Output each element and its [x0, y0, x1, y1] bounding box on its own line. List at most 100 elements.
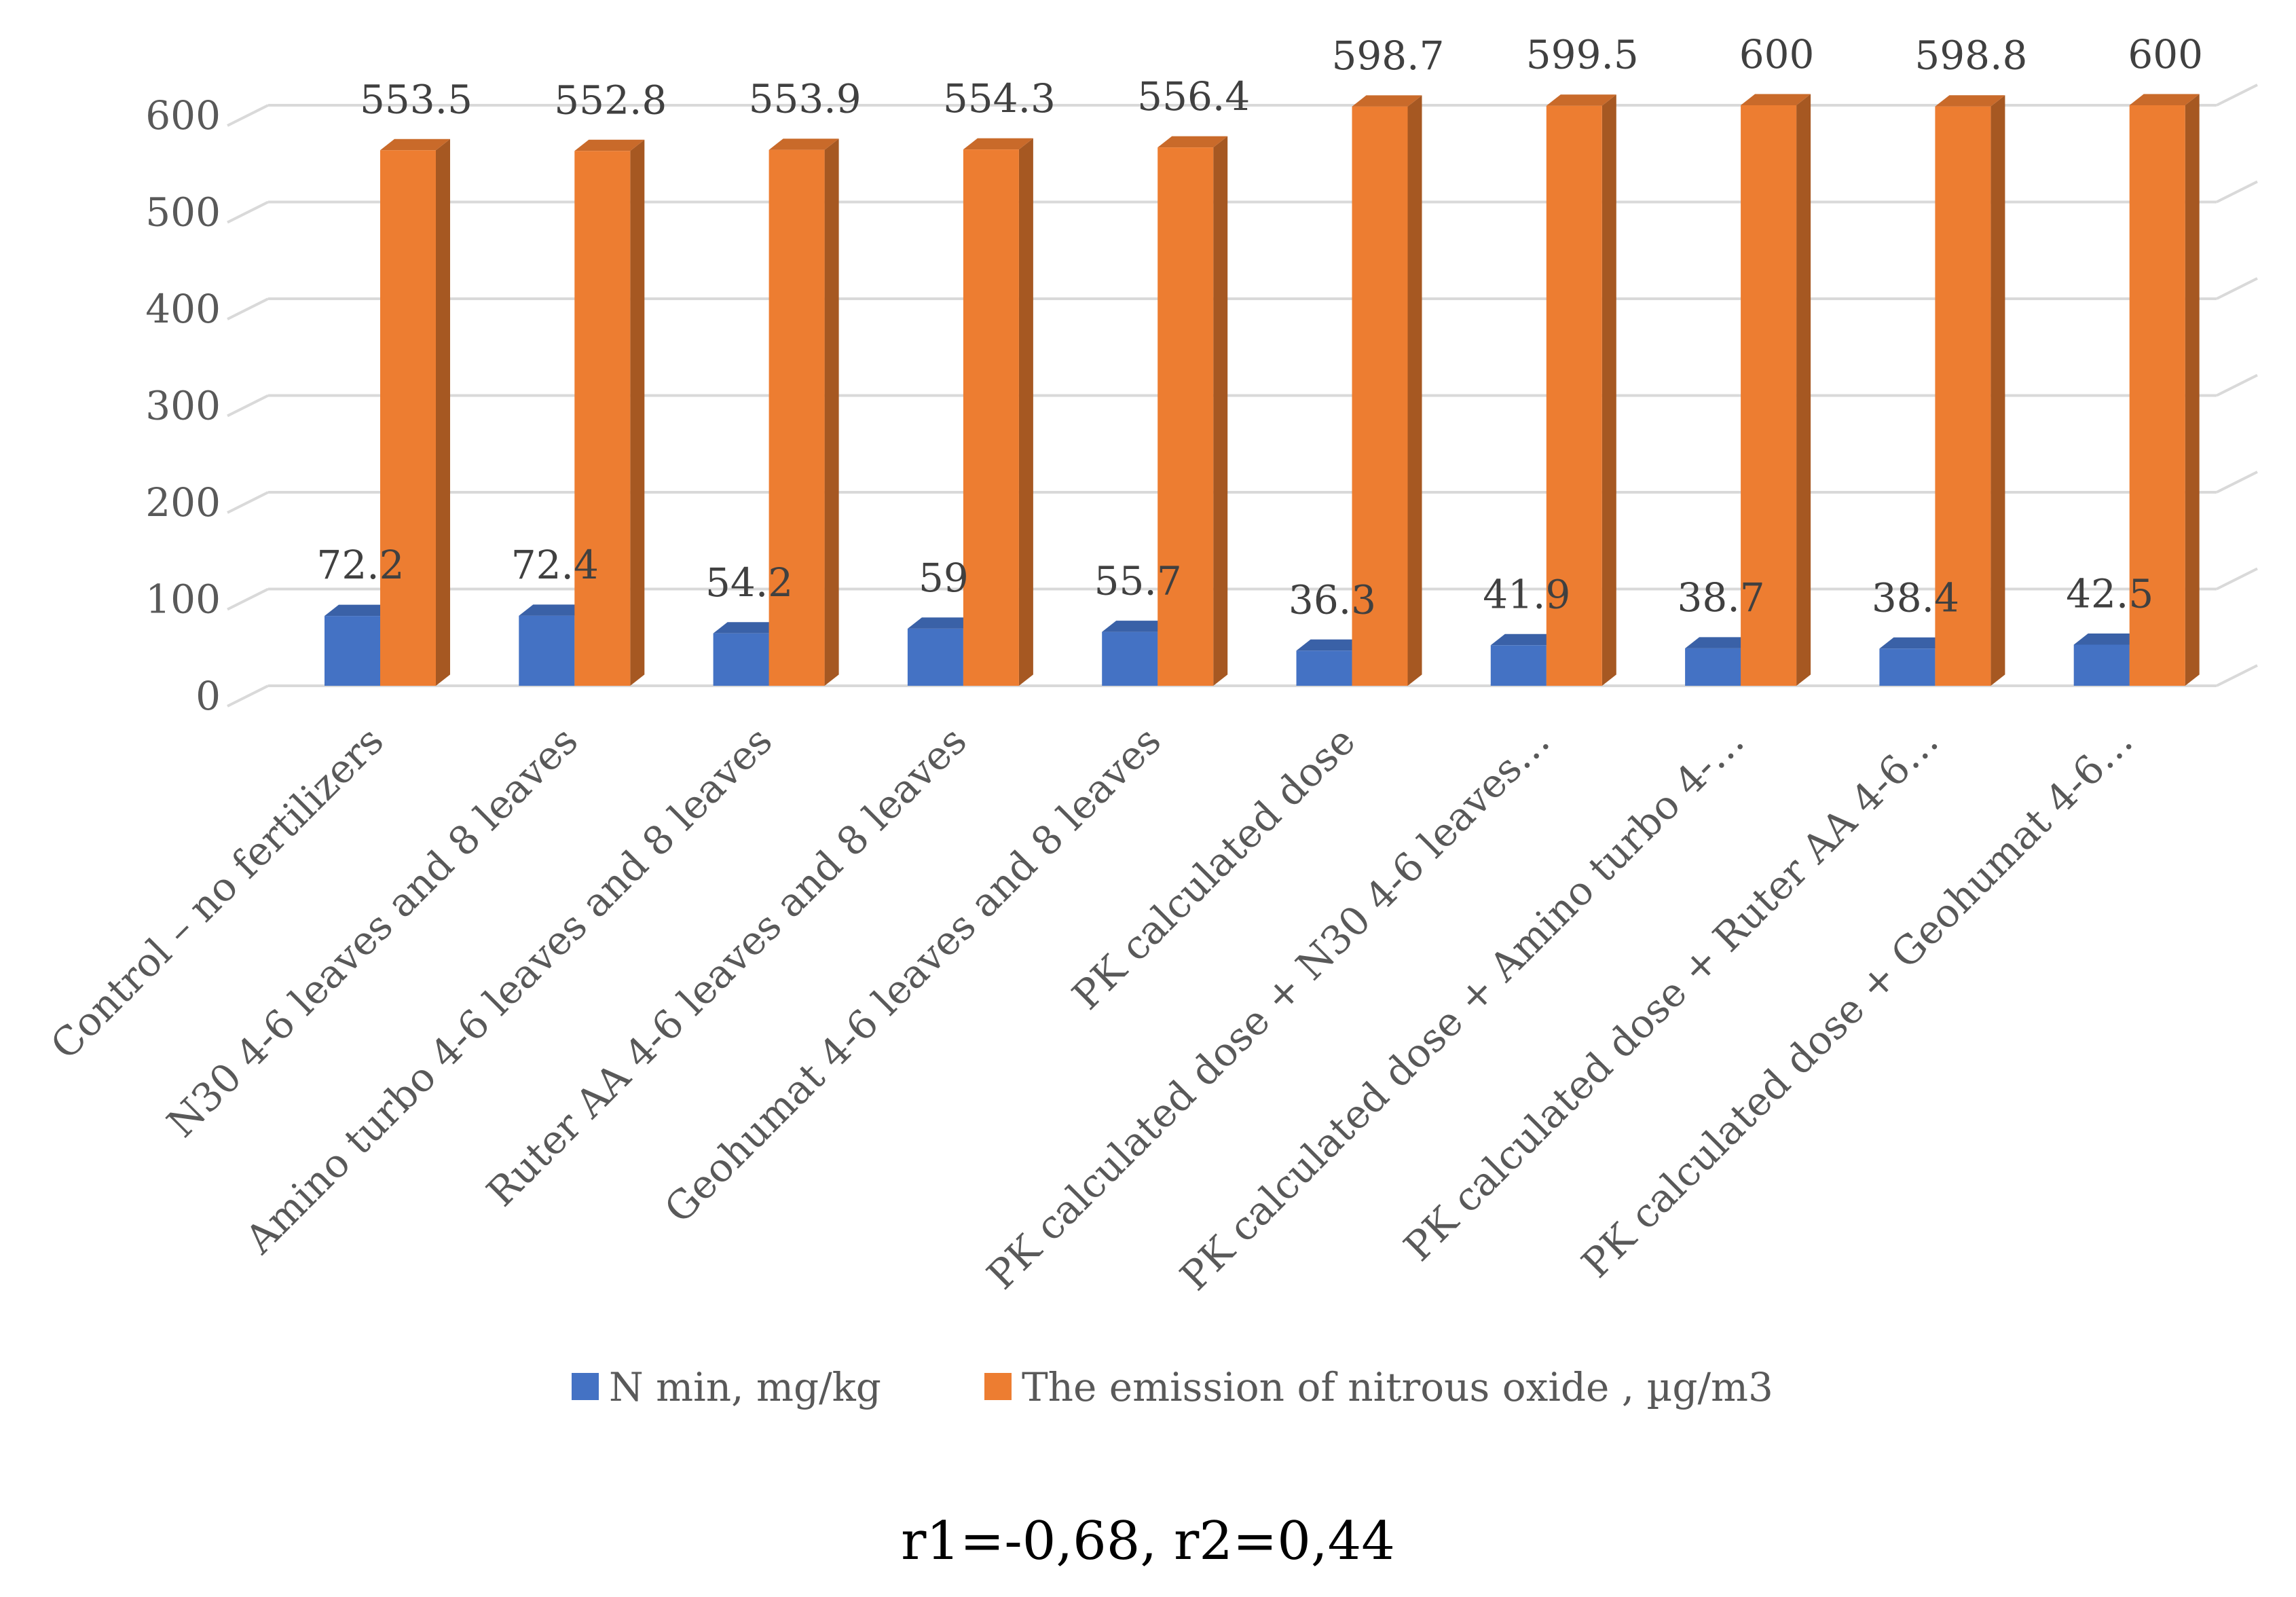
bar-top: [1546, 94, 1616, 106]
legend-label: The emission of nitrous oxide , µg/m3: [1022, 1364, 1773, 1410]
bar-front: [325, 616, 380, 686]
bar-front: [1296, 650, 1352, 686]
bar-nitrous-oxide: [574, 139, 645, 686]
data-label: 55.7: [1094, 558, 1182, 604]
data-label: 598.7: [1331, 33, 1444, 79]
bar-top: [325, 604, 394, 617]
bar-top: [1296, 639, 1367, 651]
bar-front: [2073, 644, 2130, 686]
bar-front: [1741, 105, 1797, 686]
bar-top: [1158, 136, 1228, 148]
bar-top: [2129, 94, 2200, 105]
data-label: 59: [919, 555, 969, 601]
bar-front: [1158, 147, 1214, 686]
bar-side: [1796, 94, 1811, 686]
bar-top: [2073, 633, 2144, 645]
data-label: 600: [1739, 31, 1815, 77]
bar-nitrous-oxide: [769, 139, 839, 686]
legend-item: The emission of nitrous oxide , µg/m3: [984, 1364, 1773, 1410]
bar-top: [380, 139, 450, 151]
legend-item: N min, mg/kg: [572, 1364, 881, 1410]
bar-side: [824, 139, 839, 686]
data-label: 552.8: [554, 77, 667, 123]
bar-side: [1213, 136, 1228, 686]
gridline-side: [227, 394, 269, 418]
bar-n-min: [2073, 633, 2144, 686]
data-label: 36.3: [1289, 576, 1376, 623]
bar-front: [713, 633, 769, 686]
bar-side: [2185, 94, 2200, 686]
bar-top: [574, 139, 645, 151]
gridline-depth: [2216, 84, 2258, 107]
bar-front: [769, 149, 825, 686]
bar-side: [1991, 95, 2005, 686]
bar-top: [1935, 95, 2005, 107]
bar-top: [907, 617, 978, 629]
legend-swatch: [572, 1373, 599, 1400]
y-tick-label: 0: [196, 673, 221, 719]
data-label: 72.4: [511, 542, 599, 588]
bar-top: [1490, 634, 1561, 646]
gridline-depth: [2216, 277, 2258, 300]
bar-side: [436, 139, 450, 686]
bar-nitrous-oxide: [380, 139, 450, 686]
bar-front: [519, 615, 575, 686]
bar-front: [907, 628, 963, 686]
bar-front: [574, 151, 631, 686]
data-label: 598.8: [1914, 33, 2027, 79]
bar-top: [1879, 637, 1950, 649]
y-tick-label: 300: [145, 383, 221, 429]
bar-top: [963, 138, 1033, 150]
correlation-footnote: r1=-0,68, r2=0,44: [901, 1511, 1395, 1572]
gridline-depth: [2216, 567, 2258, 591]
data-label: 600: [2128, 31, 2203, 77]
data-label: 554.3: [943, 75, 1056, 122]
data-label: 556.4: [1137, 73, 1250, 120]
x-category-label: N30 4-6 leaves and 8 leaves: [158, 718, 587, 1146]
gridline-depth: [2216, 471, 2258, 494]
bar-front: [1546, 105, 1602, 686]
x-category-label: Control – no fertilizers: [41, 718, 392, 1069]
bar-top: [769, 139, 839, 150]
bar-side: [630, 139, 645, 686]
gridline-side: [227, 491, 269, 514]
data-label: 38.7: [1678, 574, 1765, 621]
bar-nitrous-oxide: [1741, 94, 1811, 686]
bar-front: [1685, 648, 1741, 686]
bars: [325, 94, 2200, 686]
legend-label: N min, mg/kg: [609, 1364, 881, 1410]
bar-top: [1102, 621, 1172, 632]
bar-side: [1018, 138, 1033, 686]
data-label: 42.5: [2066, 570, 2153, 617]
y-tick-label: 100: [145, 576, 221, 623]
data-label: 599.5: [1526, 32, 1639, 78]
bar-side: [1601, 94, 1616, 686]
data-label: 72.2: [316, 542, 404, 588]
legend-swatch: [984, 1373, 1012, 1400]
legend: N min, mg/kg The emission of nitrous oxid…: [572, 1364, 1773, 1410]
bar-front: [1879, 648, 1936, 686]
data-labels: 72.2 553.5 72.4 552.8 54.2 553.9 59 554.3 55.7 55…: [316, 31, 2203, 623]
bar-nitrous-oxide: [963, 138, 1033, 686]
data-label: 38.4: [1872, 574, 1959, 621]
bar-front: [380, 150, 436, 686]
gridline-side: [227, 200, 269, 224]
bar-top: [519, 604, 589, 616]
gridline-depth: [2216, 180, 2258, 204]
bar-top: [1685, 637, 1756, 648]
data-label: 41.9: [1483, 571, 1570, 617]
bar-nitrous-oxide: [1352, 95, 1422, 686]
bar-top: [1741, 94, 1811, 105]
y-tick-label: 500: [145, 189, 221, 236]
bar-top: [713, 622, 783, 634]
bar-nitrous-oxide: [1158, 136, 1228, 686]
bar-side: [1407, 95, 1422, 686]
bar-nitrous-oxide: [1546, 94, 1616, 686]
bar-front: [1102, 631, 1158, 686]
gridline-depth: [2216, 664, 2258, 687]
bar-nitrous-oxide: [2129, 94, 2200, 686]
gridline-depth: [2216, 373, 2258, 397]
bar-nitrous-oxide: [1935, 95, 2005, 686]
